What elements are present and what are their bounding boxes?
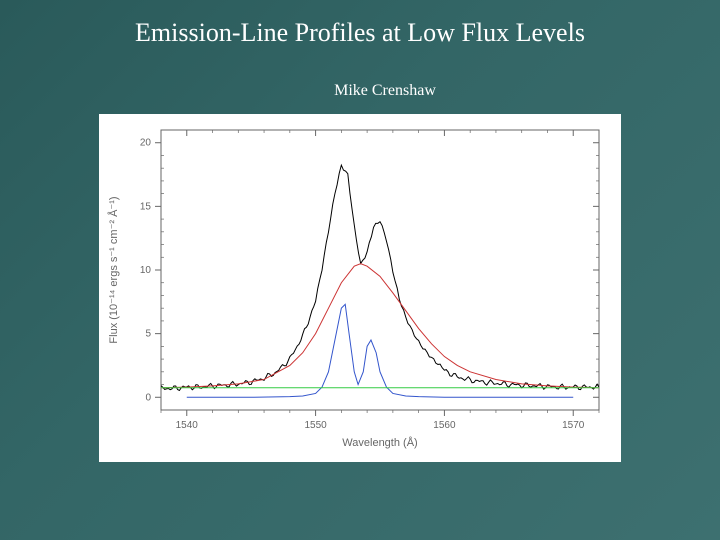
svg-text:20: 20 [140, 138, 152, 149]
author-name: Mike Crenshaw [50, 82, 720, 100]
svg-text:1550: 1550 [304, 420, 327, 431]
svg-text:1540: 1540 [176, 420, 199, 431]
series-data [161, 165, 599, 390]
svg-text:1570: 1570 [562, 420, 585, 431]
spectrum-chart: 1540 1550 1560 1570 0 5 10 15 20 Wavelength (Å) Fl… [99, 114, 621, 462]
svg-text:1560: 1560 [433, 420, 456, 431]
svg-text:0: 0 [145, 392, 151, 403]
series-broad-component [161, 264, 599, 388]
svg-text:15: 15 [140, 201, 152, 212]
svg-text:10: 10 [140, 265, 152, 276]
svg-text:5: 5 [145, 329, 151, 340]
series-narrow-component [187, 304, 573, 397]
svg-text:Wavelength (Å): Wavelength (Å) [342, 436, 417, 449]
page-title: Emission-Line Profiles at Low Flux Level… [0, 0, 720, 48]
svg-text:Flux (10⁻¹⁴ ergs s⁻¹ cm⁻² Å⁻¹): Flux (10⁻¹⁴ ergs s⁻¹ cm⁻² Å⁻¹) [107, 196, 120, 343]
